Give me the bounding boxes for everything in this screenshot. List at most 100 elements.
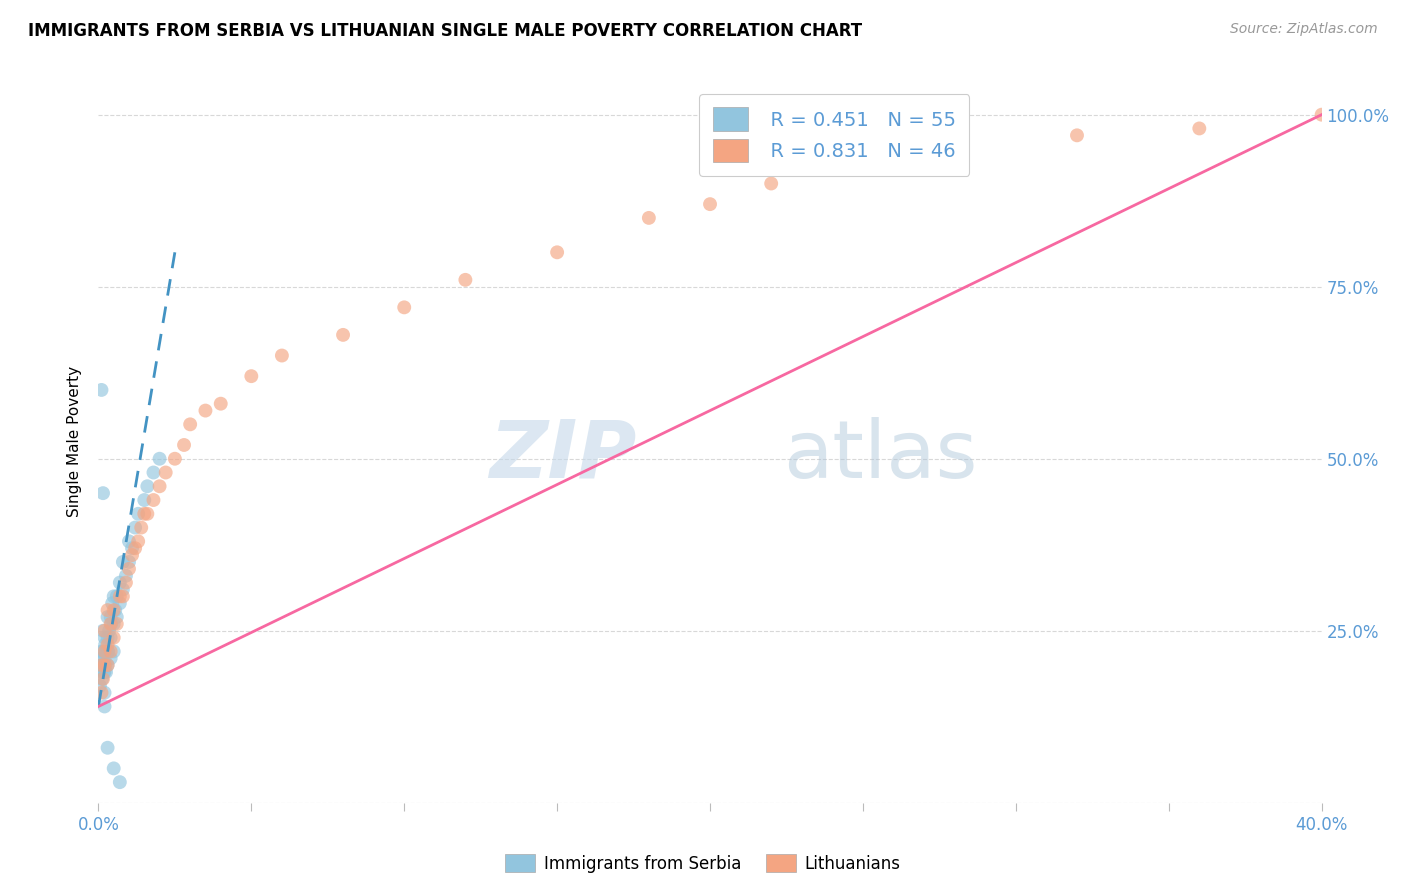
- Point: [149, 451, 172, 466]
- Point: [97, 658, 120, 673]
- Point: [97, 658, 120, 673]
- Point: [136, 507, 159, 521]
- Point: [124, 541, 146, 556]
- Point: [149, 479, 172, 493]
- Point: [108, 775, 131, 789]
- Point: [98, 624, 121, 638]
- Point: [852, 156, 875, 170]
- Point: [105, 610, 128, 624]
- Point: [90, 644, 112, 658]
- Point: [121, 548, 143, 562]
- Point: [91, 624, 114, 638]
- Point: [142, 493, 165, 508]
- Point: [97, 740, 120, 755]
- Point: [179, 417, 201, 432]
- Point: [100, 610, 122, 624]
- Point: [101, 596, 124, 610]
- Point: [91, 651, 114, 665]
- Point: [97, 644, 120, 658]
- Point: [136, 479, 159, 493]
- Point: [90, 383, 112, 397]
- Text: ZIP: ZIP: [489, 417, 637, 495]
- Point: [142, 466, 165, 480]
- Point: [100, 651, 122, 665]
- Point: [118, 534, 141, 549]
- Text: atlas: atlas: [783, 417, 977, 495]
- Point: [91, 486, 114, 500]
- Point: [94, 658, 117, 673]
- Point: [103, 631, 125, 645]
- Point: [97, 631, 120, 645]
- Point: [91, 658, 114, 673]
- Legend: Immigrants from Serbia, Lithuanians: Immigrants from Serbia, Lithuanians: [499, 847, 907, 880]
- Point: [97, 644, 120, 658]
- Point: [90, 686, 112, 700]
- Point: [100, 616, 122, 631]
- Point: [103, 644, 125, 658]
- Point: [93, 686, 115, 700]
- Point: [91, 672, 114, 686]
- Point: [118, 555, 141, 569]
- Point: [103, 616, 125, 631]
- Point: [111, 555, 134, 569]
- Point: [115, 568, 138, 582]
- Point: [90, 658, 112, 673]
- Point: [163, 451, 186, 466]
- Point: [97, 610, 120, 624]
- Point: [103, 761, 125, 775]
- Point: [1066, 128, 1088, 143]
- Point: [100, 616, 122, 631]
- Point: [240, 369, 263, 384]
- Point: [111, 590, 134, 604]
- Point: [392, 301, 416, 315]
- Point: [759, 177, 782, 191]
- Point: [118, 562, 141, 576]
- Point: [134, 493, 156, 508]
- Point: [127, 507, 149, 521]
- Point: [93, 658, 115, 673]
- Point: [97, 603, 120, 617]
- Point: [93, 631, 115, 645]
- Point: [94, 665, 117, 679]
- Text: Source: ZipAtlas.com: Source: ZipAtlas.com: [1230, 22, 1378, 37]
- Point: [93, 665, 115, 679]
- Y-axis label: Single Male Poverty: Single Male Poverty: [67, 366, 83, 517]
- Point: [699, 197, 721, 211]
- Point: [124, 520, 146, 534]
- Point: [209, 397, 232, 411]
- Point: [103, 590, 125, 604]
- Point: [127, 534, 149, 549]
- Point: [546, 245, 568, 260]
- Point: [1310, 108, 1333, 122]
- Point: [1188, 121, 1211, 136]
- Point: [194, 403, 217, 417]
- Point: [454, 273, 477, 287]
- Point: [89, 679, 111, 693]
- Point: [94, 644, 117, 658]
- Point: [93, 665, 115, 679]
- Point: [91, 672, 114, 686]
- Point: [270, 349, 292, 363]
- Point: [90, 658, 112, 673]
- Point: [104, 603, 127, 617]
- Point: [94, 638, 117, 652]
- Point: [103, 603, 125, 617]
- Point: [90, 665, 112, 679]
- Point: [93, 651, 115, 665]
- Point: [91, 644, 114, 658]
- Point: [943, 135, 966, 149]
- Point: [108, 590, 131, 604]
- Point: [100, 631, 122, 645]
- Point: [129, 520, 152, 534]
- Point: [134, 507, 156, 521]
- Point: [115, 575, 138, 590]
- Point: [100, 644, 122, 658]
- Point: [105, 616, 128, 631]
- Text: IMMIGRANTS FROM SERBIA VS LITHUANIAN SINGLE MALE POVERTY CORRELATION CHART: IMMIGRANTS FROM SERBIA VS LITHUANIAN SIN…: [28, 22, 862, 40]
- Point: [173, 438, 195, 452]
- Legend:   R = 0.451   N = 55,   R = 0.831   N = 46: R = 0.451 N = 55, R = 0.831 N = 46: [699, 94, 969, 176]
- Point: [121, 541, 143, 556]
- Point: [108, 575, 131, 590]
- Point: [105, 590, 128, 604]
- Point: [111, 582, 134, 597]
